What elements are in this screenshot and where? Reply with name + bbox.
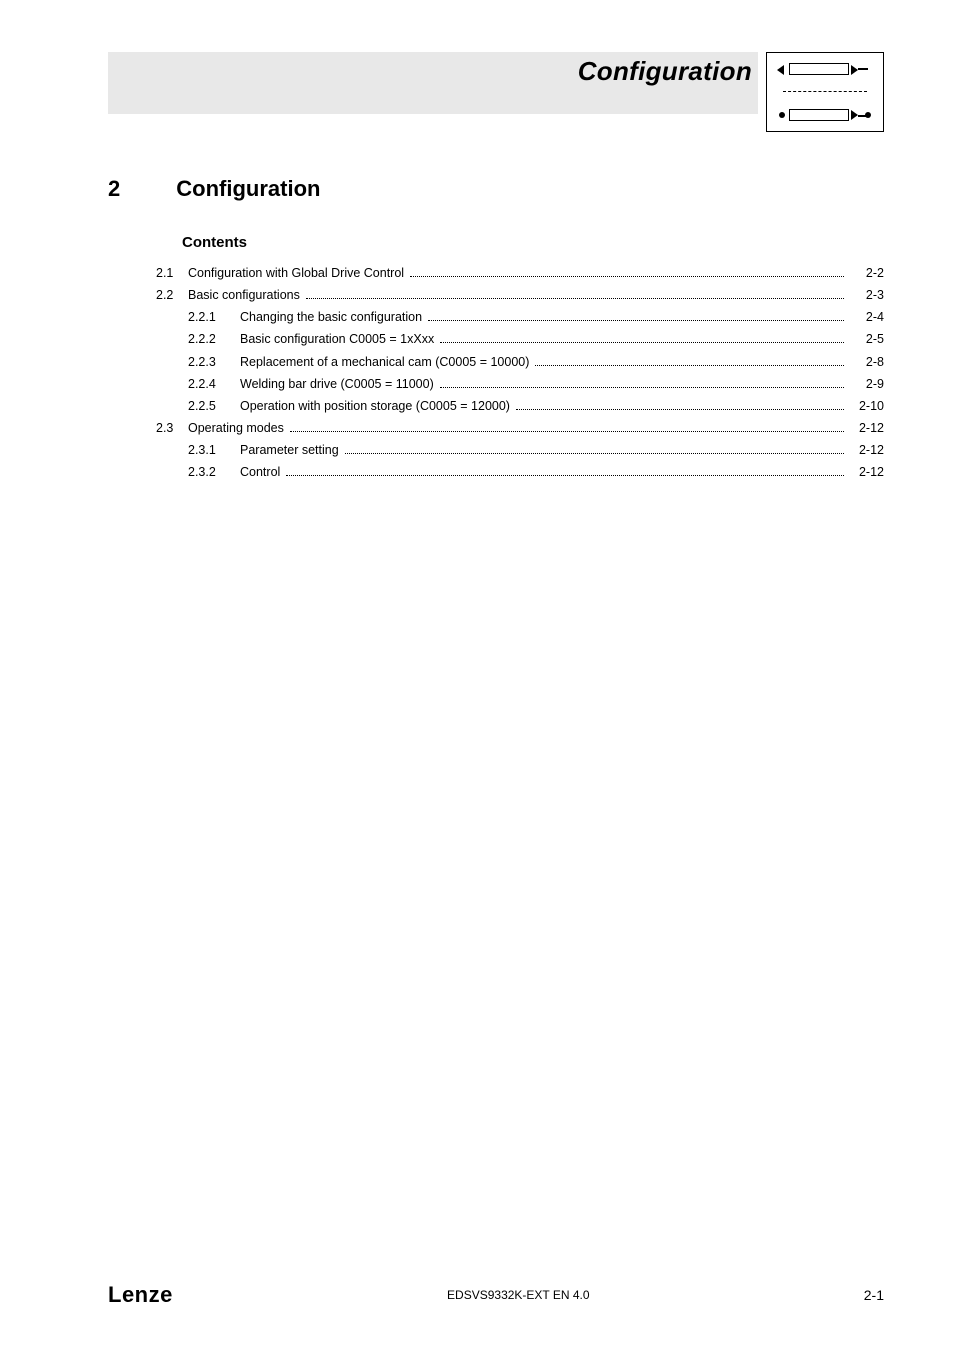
toc-row[interactable]: 2.2.1 Changing the basic configuration 2… — [156, 308, 884, 326]
header-title: Configuration — [578, 56, 752, 87]
toc-leader — [516, 409, 844, 410]
toc-title: Control — [240, 463, 280, 481]
toc-leader — [440, 342, 844, 343]
toc-title: Configuration with Global Drive Control — [188, 264, 404, 282]
toc-leader — [535, 365, 844, 366]
toc-row[interactable]: 2.1 Configuration with Global Drive Cont… — [156, 264, 884, 282]
toc-page: 2-10 — [850, 397, 884, 415]
toc-title: Parameter setting — [240, 441, 339, 459]
toc-num: 2.2 — [156, 286, 188, 304]
toc-row[interactable]: 2.2.5 Operation with position storage (C… — [156, 397, 884, 415]
toc-row[interactable]: 2.3.2 Control 2-12 — [156, 463, 884, 481]
toc-leader — [306, 298, 844, 299]
toc-row[interactable]: 2.2 Basic configurations 2-3 — [156, 286, 884, 304]
table-of-contents: 2.1 Configuration with Global Drive Cont… — [156, 264, 884, 485]
chapter-title: Configuration — [176, 176, 320, 202]
toc-page: 2-3 — [850, 286, 884, 304]
toc-title: Replacement of a mechanical cam (C0005 =… — [240, 353, 529, 371]
toc-title: Basic configurations — [188, 286, 300, 304]
toc-num: 2.1 — [156, 264, 188, 282]
toc-leader — [286, 475, 844, 476]
contents-label: Contents — [182, 234, 247, 251]
toc-row[interactable]: 2.2.2 Basic configuration C0005 = 1xXxx … — [156, 330, 884, 348]
toc-page: 2-12 — [850, 463, 884, 481]
toc-num: 2.2.5 — [188, 397, 240, 415]
toc-title: Changing the basic configuration — [240, 308, 422, 326]
toc-leader — [290, 431, 844, 432]
toc-title: Basic configuration C0005 = 1xXxx — [240, 330, 434, 348]
footer-brand: Lenze — [108, 1282, 173, 1308]
footer-page-number: 2-1 — [864, 1287, 884, 1303]
toc-num: 2.2.1 — [188, 308, 240, 326]
toc-page: 2-12 — [850, 419, 884, 437]
toc-row[interactable]: 2.2.4 Welding bar drive (C0005 = 11000) … — [156, 375, 884, 393]
toc-row[interactable]: 2.3 Operating modes 2-12 — [156, 419, 884, 437]
toc-row[interactable]: 2.3.1 Parameter setting 2-12 — [156, 441, 884, 459]
toc-num: 2.3.1 — [188, 441, 240, 459]
toc-leader — [410, 276, 844, 277]
toc-page: 2-12 — [850, 441, 884, 459]
toc-leader — [345, 453, 844, 454]
footer-doc-code: EDSVS9332K-EXT EN 4.0 — [447, 1288, 590, 1302]
toc-num: 2.2.2 — [188, 330, 240, 348]
toc-page: 2-5 — [850, 330, 884, 348]
toc-page: 2-2 — [850, 264, 884, 282]
toc-page: 2-8 — [850, 353, 884, 371]
toc-leader — [440, 387, 844, 388]
toc-title: Operation with position storage (C0005 =… — [240, 397, 510, 415]
toc-num: 2.3.2 — [188, 463, 240, 481]
toc-page: 2-4 — [850, 308, 884, 326]
config-diagram-icon — [766, 52, 884, 132]
toc-row[interactable]: 2.2.3 Replacement of a mechanical cam (C… — [156, 353, 884, 371]
toc-page: 2-9 — [850, 375, 884, 393]
toc-num: 2.2.3 — [188, 353, 240, 371]
toc-leader — [428, 320, 844, 321]
toc-num: 2.2.4 — [188, 375, 240, 393]
toc-title: Operating modes — [188, 419, 284, 437]
chapter-number: 2 — [108, 176, 120, 202]
toc-title: Welding bar drive (C0005 = 11000) — [240, 375, 434, 393]
toc-num: 2.3 — [156, 419, 188, 437]
